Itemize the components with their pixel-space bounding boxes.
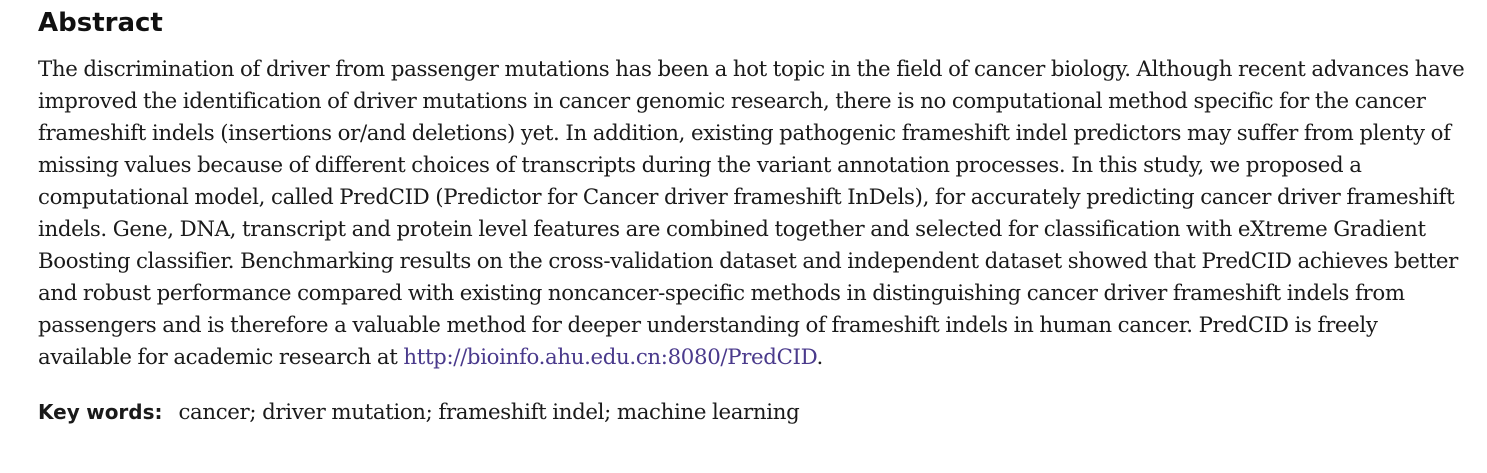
section-heading: Abstract bbox=[38, 8, 163, 38]
predcid-url-link[interactable]: http://bioinfo.ahu.edu.cn:8080/PredCID bbox=[403, 345, 817, 370]
abstract-section: Abstract The discrimination of driver fr… bbox=[38, 6, 1468, 429]
keywords-label: Key words: bbox=[38, 400, 163, 424]
abstract-trailing-period: . bbox=[816, 345, 824, 370]
abstract-body-text: The discrimination of driver from passen… bbox=[38, 57, 1465, 370]
keywords-value: cancer; driver mutation; frameshift inde… bbox=[178, 400, 800, 425]
abstract-paragraph: The discrimination of driver from passen… bbox=[38, 54, 1468, 374]
keywords-line: Key words: cancer; driver mutation; fram… bbox=[38, 396, 1468, 429]
